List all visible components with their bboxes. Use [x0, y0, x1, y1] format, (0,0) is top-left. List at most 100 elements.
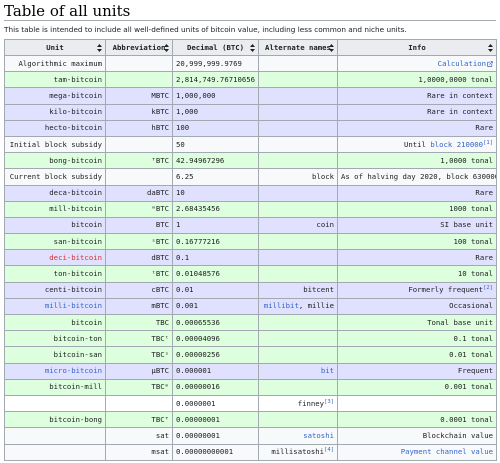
decimal-value: 0.01048576	[176, 269, 220, 279]
info-text: SI base unit	[440, 220, 493, 230]
cell-info: Blockchain value	[337, 427, 497, 445]
abbreviation: sat	[155, 430, 169, 440]
cell-abbreviation: ᵐBTC	[105, 200, 173, 218]
table-row: deci-bitcoin dBTC 0.1 Rare	[4, 249, 497, 267]
unit-name: centi-bitcoin	[44, 285, 102, 295]
citation-ref[interactable]: [1]	[483, 140, 493, 146]
column-header-abbreviation[interactable]: Abbreviation	[105, 39, 173, 56]
citation-link[interactable]: [1]	[483, 139, 493, 146]
cell-unit: bitcoin	[4, 313, 106, 332]
alternate-name-rest: , millie	[298, 301, 334, 311]
section-title: Table of all units	[4, 0, 496, 21]
cell-info: 0.0001 tonal	[337, 411, 497, 429]
column-header-label: Alternate names	[265, 42, 331, 52]
alternate-name: block	[312, 171, 334, 181]
table-row: mill-bitcoin ᵐBTC 2.68435456 1000 tonal	[4, 200, 497, 218]
info-link[interactable]: block 210000	[430, 139, 484, 149]
cell-decimal: 20,999,999.9769	[172, 54, 259, 73]
cell-abbreviation: TBCᵗ	[105, 330, 173, 348]
cell-abbreviation: TBCᵐ	[105, 378, 173, 396]
info-text: Rare in context	[427, 90, 493, 100]
cell-abbreviation: hBTC	[105, 119, 173, 137]
info-text: Rare	[475, 252, 493, 262]
column-header-label: Abbreviation	[112, 42, 166, 52]
alternate-name-link[interactable]: millibit	[263, 301, 299, 311]
column-header-info[interactable]: Info	[337, 39, 497, 56]
cell-alternate-names: bitcent	[258, 281, 338, 299]
info-text: 0.001 tonal	[444, 382, 493, 392]
cell-decimal: 6.25	[172, 168, 259, 186]
unit-name: Algorithmic maximum	[18, 58, 102, 68]
cell-abbreviation: BTC	[105, 216, 173, 235]
column-header-decimal[interactable]: Decimal (BTC)	[172, 39, 259, 56]
cell-unit: bitcoin-mill	[4, 378, 106, 396]
citation-ref[interactable]: [3]	[324, 399, 334, 405]
cell-info	[337, 394, 497, 413]
cell-unit: bitcoin-san	[4, 346, 106, 364]
cell-alternate-names	[258, 103, 338, 121]
table-row: centi-bitcoin cBTC 0.01 bitcent Formerly fre…	[4, 281, 497, 299]
unit-name: kilo-bitcoin	[49, 107, 102, 117]
cell-abbreviation: dBTC	[105, 249, 173, 267]
citation-link[interactable]: [4]	[324, 447, 334, 454]
cell-unit: ton-bitcoin	[4, 265, 106, 283]
abbreviation: µBTC	[151, 366, 169, 376]
decimal-value: 0.00065536	[176, 317, 220, 327]
cell-info: Rare	[337, 119, 497, 137]
abbreviation: dBTC	[151, 252, 169, 262]
sort-icon[interactable]	[97, 44, 102, 52]
info-text: Formerly frequent	[408, 285, 484, 295]
cell-alternate-names	[258, 313, 338, 332]
abbreviation: MBTC	[151, 90, 169, 100]
cell-abbreviation: TBC	[105, 313, 173, 332]
citation-ref[interactable]: [2]	[483, 285, 493, 291]
sort-icon[interactable]	[164, 44, 169, 52]
abbreviation: cBTC	[151, 285, 169, 295]
cell-unit: bitcoin	[4, 216, 106, 235]
unit-link[interactable]: deci-bitcoin	[49, 252, 102, 262]
cell-alternate-names: coin	[258, 216, 338, 235]
table-row: bitcoin TBC 0.00065536 Tonal base unit	[4, 313, 497, 332]
alternate-name-link[interactable]: bit	[320, 366, 334, 376]
cell-decimal: 0.000001	[172, 362, 259, 380]
cell-decimal: 100	[172, 119, 259, 137]
info-text: 0.0001 tonal	[440, 414, 493, 424]
cell-abbreviation	[105, 168, 173, 186]
decimal-value: 0.0000001	[176, 398, 216, 408]
info-link[interactable]: Payment channel value	[400, 447, 493, 457]
info-link[interactable]: Calculation	[437, 58, 486, 68]
table-row: bong-bitcoin ᵀBTC 42.94967296 1,0000 tonal	[4, 152, 497, 170]
unit-link[interactable]: micro-bitcoin	[44, 366, 102, 376]
citation-ref[interactable]: [4]	[324, 447, 334, 453]
unit-name: Initial block subsidy	[9, 139, 102, 149]
cell-unit: bitcoin-bong	[4, 411, 106, 429]
table-row: Initial block subsidy 50 Until block 21000…	[4, 135, 497, 154]
sort-icon[interactable]	[329, 44, 334, 52]
abbreviation: daBTC	[147, 188, 169, 198]
decimal-value: 20,999,999.9769	[176, 58, 242, 68]
cell-unit: mega-bitcoin	[4, 87, 106, 105]
cell-alternate-names: millibit, millie	[258, 297, 338, 316]
info-text: 0.01 tonal	[449, 349, 493, 359]
unit-link[interactable]: milli-bitcoin	[44, 301, 102, 311]
cell-alternate-names	[258, 330, 338, 348]
sort-icon[interactable]	[488, 44, 493, 52]
cell-abbreviation: ˢBTC	[105, 233, 173, 251]
citation-link[interactable]: [2]	[483, 285, 493, 292]
decimal-value: 0.001	[176, 301, 198, 311]
column-header-unit[interactable]: Unit	[4, 39, 106, 56]
citation-link[interactable]: [3]	[324, 398, 334, 405]
header-row: Unit Abbreviation Decimal (BTC) Alternate n…	[4, 39, 497, 56]
cell-abbreviation: MBTC	[105, 87, 173, 105]
alternate-name: coin	[316, 220, 334, 230]
cell-info: Rare in context	[337, 87, 497, 105]
column-header-alternate-names[interactable]: Alternate names	[258, 39, 338, 56]
cell-info: 1000 tonal	[337, 200, 497, 218]
info-text: 10 tonal	[457, 269, 493, 279]
cell-unit: milli-bitcoin	[4, 297, 106, 316]
table-row: msat 0.00000000001 millisatoshi[4] Payment …	[4, 443, 497, 461]
unit-name: mega-bitcoin	[49, 90, 102, 100]
sort-icon[interactable]	[250, 44, 255, 52]
alternate-name-link[interactable]: satoshi	[303, 430, 334, 440]
decimal-value: 1	[176, 220, 181, 230]
